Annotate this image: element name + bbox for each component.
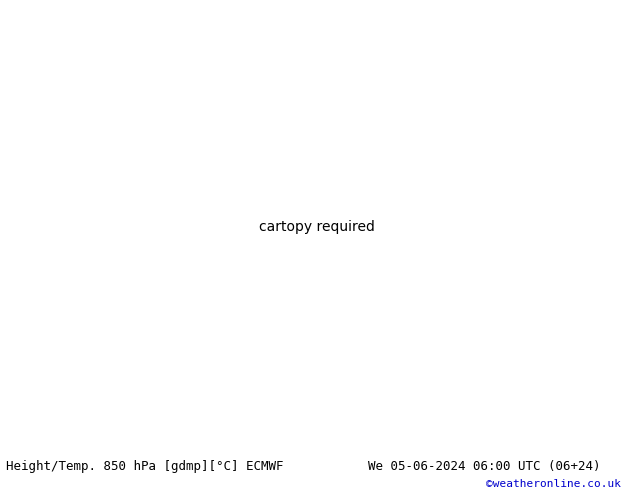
- Text: We 05-06-2024 06:00 UTC (06+24): We 05-06-2024 06:00 UTC (06+24): [368, 460, 600, 473]
- Text: ©weatheronline.co.uk: ©weatheronline.co.uk: [486, 480, 621, 490]
- Text: cartopy required: cartopy required: [259, 220, 375, 234]
- Text: Height/Temp. 850 hPa [gdmp][°C] ECMWF: Height/Temp. 850 hPa [gdmp][°C] ECMWF: [6, 460, 284, 473]
